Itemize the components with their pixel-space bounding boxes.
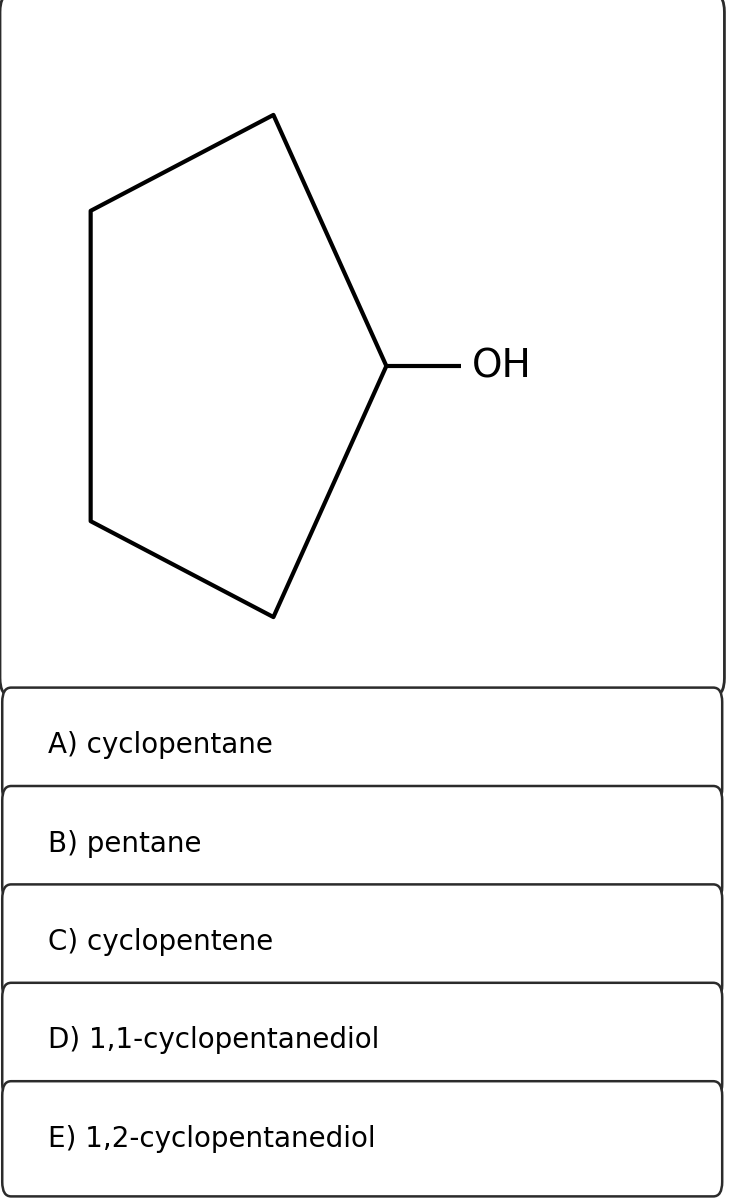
Text: A) cyclopentane: A) cyclopentane (48, 731, 273, 760)
Text: C) cyclopentene: C) cyclopentene (48, 928, 273, 956)
Text: B) pentane: B) pentane (48, 829, 202, 858)
Text: E) 1,2-cyclopentanediol: E) 1,2-cyclopentanediol (48, 1124, 376, 1153)
FancyBboxPatch shape (2, 983, 722, 1098)
Text: OH: OH (472, 347, 532, 385)
Text: D) 1,1-cyclopentanediol: D) 1,1-cyclopentanediol (48, 1026, 380, 1055)
FancyBboxPatch shape (2, 688, 722, 803)
FancyBboxPatch shape (2, 786, 722, 901)
FancyBboxPatch shape (0, 0, 724, 696)
FancyBboxPatch shape (2, 1081, 722, 1196)
FancyBboxPatch shape (2, 884, 722, 1000)
